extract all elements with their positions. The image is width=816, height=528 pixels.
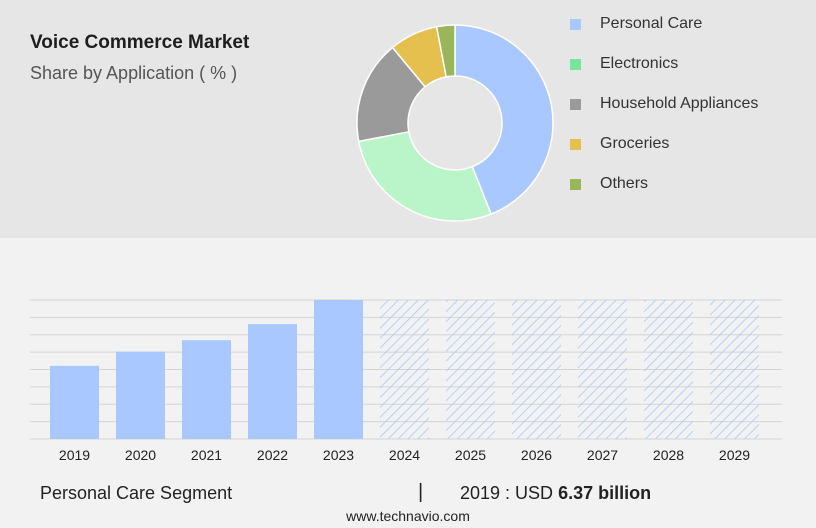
bar-chart: 2019 2020 2021 2022 2023 2024 2025 2026 2027 2028… (30, 299, 782, 463)
legend-label: Others (600, 175, 649, 192)
x-tick-label: 2025 (455, 447, 486, 463)
legend-item-electronics: Electronics (570, 52, 810, 76)
legend-swatch (570, 178, 581, 190)
legend-label: Personal Care (600, 15, 703, 32)
legend-swatch (570, 98, 581, 110)
forecast-bar-2024 (380, 300, 429, 439)
legend-swatch (570, 138, 581, 150)
legend-label: Groceries (600, 135, 670, 152)
footer-separator: | (418, 481, 424, 503)
bar-2021 (182, 340, 231, 439)
legend-item-household-appliances: Household Appliances (570, 92, 810, 116)
segment-label: Personal Care Segment (40, 483, 233, 503)
x-tick-label: 2019 (59, 447, 90, 463)
x-tick-label: 2029 (719, 447, 750, 463)
chart-subtitle: Share by Application ( % ) (30, 63, 238, 83)
forecast-bar-2027 (578, 300, 627, 439)
x-tick-label: 2027 (587, 447, 618, 463)
donut-slice-others (435, 24, 456, 78)
legend-label: Electronics (600, 55, 679, 72)
forecast-bar-2025 (446, 300, 495, 439)
chart-title: Voice Commerce Market (30, 32, 250, 53)
forecast-bar-2029 (710, 300, 759, 439)
x-tick-label: 2022 (257, 447, 288, 463)
source-url: www.technavio.com (346, 508, 470, 524)
legend-label: Household Appliances (600, 95, 759, 112)
donut-chart (356, 24, 554, 222)
bar-2019 (50, 365, 99, 439)
x-tick-label: 2028 (653, 447, 684, 463)
legend-item-groceries: Groceries (570, 132, 810, 156)
legend-item-others: Others (570, 172, 810, 196)
value-amount: 6.37 billion (558, 483, 652, 503)
x-tick-label: 2026 (521, 447, 552, 463)
forecast-bar-2026 (512, 300, 561, 439)
x-tick-label: 2021 (191, 447, 222, 463)
legend-item-personal-care: Personal Care (570, 12, 810, 36)
bar-2020 (116, 351, 165, 439)
value-prefix: 2019 : USD (460, 483, 554, 503)
donut-slice-electronics (357, 130, 493, 222)
donut-slice-personal-care (454, 24, 554, 216)
x-tick-label: 2023 (323, 447, 354, 463)
forecast-bar-2028 (644, 300, 693, 439)
bar-2023 (314, 300, 363, 439)
bar-2022 (248, 324, 297, 439)
legend-swatch (570, 18, 581, 30)
x-tick-label: 2024 (389, 447, 420, 463)
x-tick-label: 2020 (125, 447, 156, 463)
legend-swatch (570, 58, 581, 70)
segment-value: 2019 : USD 6.37 billion (460, 483, 651, 504)
